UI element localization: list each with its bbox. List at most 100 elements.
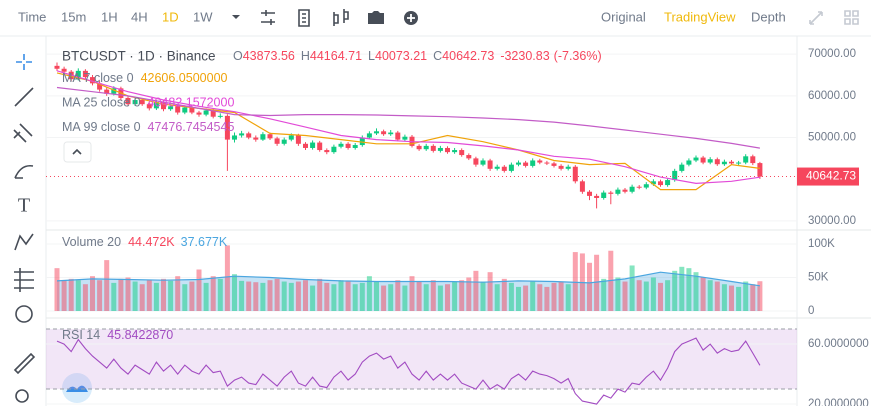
volume-bar bbox=[132, 281, 138, 311]
interval-button[interactable]: Time bbox=[18, 9, 46, 24]
fib-tool[interactable] bbox=[14, 268, 34, 292]
line-tool[interactable] bbox=[14, 87, 34, 107]
crosshair-tool[interactable] bbox=[16, 54, 32, 70]
candle-body bbox=[501, 166, 507, 171]
text-tool[interactable]: T bbox=[18, 195, 30, 217]
fullscreen-icon[interactable] bbox=[809, 11, 823, 25]
dropdown-icon[interactable] bbox=[232, 15, 240, 19]
ma-line bbox=[56, 86, 760, 149]
y-tick-label: 0 bbox=[808, 305, 814, 317]
volume-bar bbox=[572, 252, 578, 311]
volume-bar bbox=[295, 281, 301, 311]
view-button[interactable]: TradingView bbox=[664, 9, 736, 24]
interval-button[interactable]: 1W bbox=[193, 9, 213, 24]
chart-type-icon[interactable] bbox=[333, 9, 349, 26]
volume-bar bbox=[430, 280, 436, 311]
template-icon[interactable] bbox=[298, 9, 310, 27]
interval-button[interactable]: 4H bbox=[131, 9, 148, 24]
toolbar-icons[interactable] bbox=[232, 9, 859, 27]
logo bbox=[62, 373, 92, 403]
candle-body bbox=[544, 162, 550, 164]
candle-body bbox=[629, 186, 635, 192]
volume-bar bbox=[61, 280, 67, 311]
candle-body bbox=[622, 189, 628, 192]
candle-body bbox=[601, 192, 607, 198]
candle-body bbox=[153, 102, 159, 109]
candle-body bbox=[359, 137, 365, 146]
volume-bar bbox=[366, 276, 372, 311]
volume-bar bbox=[601, 278, 607, 311]
candle-body bbox=[125, 97, 131, 105]
volume-bar bbox=[707, 280, 713, 311]
interval-button[interactable]: 15m bbox=[61, 9, 86, 24]
layout-icon[interactable] bbox=[844, 10, 859, 25]
ruler-tool[interactable] bbox=[13, 352, 36, 375]
candle-body bbox=[82, 70, 88, 78]
candle-body bbox=[686, 160, 692, 165]
view-button[interactable]: Depth bbox=[751, 9, 786, 24]
snapshot-icon[interactable] bbox=[368, 11, 384, 24]
candle-body bbox=[345, 143, 351, 148]
candle-body bbox=[551, 163, 557, 166]
volume-bar bbox=[665, 280, 671, 311]
candle-body bbox=[168, 106, 174, 110]
candle-body bbox=[54, 65, 60, 69]
y-tick-label: 50K bbox=[808, 272, 829, 284]
candle-body bbox=[650, 181, 656, 185]
volume-bar bbox=[90, 276, 95, 311]
ohlc-key: H bbox=[301, 49, 310, 63]
interval-button[interactable]: 1D bbox=[162, 9, 179, 24]
volume-bar bbox=[672, 270, 678, 311]
emoji-tool[interactable] bbox=[15, 305, 33, 323]
brush-tool[interactable] bbox=[14, 164, 34, 179]
candle-body bbox=[487, 160, 493, 169]
candle-body bbox=[558, 165, 564, 169]
volume-bar bbox=[224, 245, 230, 311]
volume-bar bbox=[395, 280, 401, 311]
volume-bar bbox=[437, 285, 443, 311]
candle-body bbox=[232, 135, 237, 140]
candle-body bbox=[260, 134, 266, 140]
rsi-legend: RSI 14 45.8422870 bbox=[62, 328, 173, 342]
volume-bar bbox=[253, 282, 259, 311]
volume-bar bbox=[565, 284, 571, 311]
drawing-tools[interactable]: T bbox=[13, 54, 36, 403]
volume-bar bbox=[757, 281, 763, 311]
candle-body bbox=[437, 147, 443, 151]
candle-body bbox=[572, 166, 578, 182]
candle-body bbox=[366, 133, 372, 138]
indicator-icon[interactable] bbox=[261, 10, 275, 25]
view-button[interactable]: Original bbox=[601, 9, 646, 24]
volume-bar bbox=[388, 284, 394, 311]
interval-button[interactable]: 1H bbox=[101, 9, 118, 24]
volume-bar bbox=[111, 282, 117, 311]
candle-body bbox=[104, 89, 110, 94]
volume-bar bbox=[281, 281, 287, 311]
volume-bar bbox=[274, 278, 280, 311]
logo-mark bbox=[66, 385, 88, 392]
candle-body bbox=[281, 139, 287, 144]
volume-bar bbox=[68, 278, 74, 311]
y-tick-label: 60.0000000 bbox=[808, 338, 869, 350]
candle-body bbox=[423, 145, 429, 150]
last-price-box bbox=[797, 167, 859, 186]
volume-bar bbox=[480, 281, 486, 311]
candle-body bbox=[310, 142, 316, 148]
volume-bar bbox=[686, 268, 692, 311]
candle-body bbox=[402, 136, 408, 140]
collapse-button[interactable] bbox=[63, 141, 92, 163]
candle-body bbox=[714, 159, 720, 165]
candle-body bbox=[494, 166, 500, 169]
candle-body bbox=[75, 70, 81, 80]
y-tick-label: 20.0000000 bbox=[808, 398, 869, 406]
candle-body bbox=[516, 162, 521, 165]
volume-bar bbox=[374, 281, 379, 311]
channel-tool[interactable] bbox=[13, 123, 33, 143]
candle-body bbox=[295, 135, 301, 144]
candle-body bbox=[430, 145, 436, 151]
pattern-tool[interactable] bbox=[14, 233, 34, 251]
ohlc-key: L bbox=[368, 49, 375, 63]
volume-bar bbox=[239, 280, 245, 311]
zoom-tool[interactable] bbox=[15, 389, 29, 403]
candle-body bbox=[693, 157, 699, 161]
